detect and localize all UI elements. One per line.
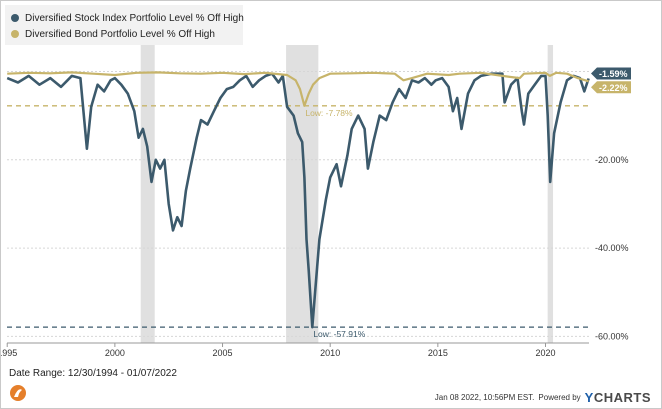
legend-item-bond[interactable]: Diversified Bond Portfolio Level % Off H…	[11, 27, 215, 41]
y-tick-label-2: -40.00%	[595, 243, 629, 253]
x-tick-label-1: 2000	[105, 348, 125, 358]
low-label-1: Low: -7.78%	[305, 108, 353, 118]
x-tick-label-5: 2020	[535, 348, 555, 358]
last-value-flag-1	[591, 81, 631, 94]
y-tick-label-1: -20.00%	[595, 155, 629, 165]
legend-label-bond: Diversified Bond Portfolio Level % Off H…	[25, 28, 215, 40]
last-value-label-0: -1.59%	[599, 69, 628, 79]
powered-by-text: Powered by	[538, 393, 581, 402]
low-label-0: Low: -57.91%	[313, 329, 365, 339]
chart-legend: Diversified Stock Index Portfolio Level …	[5, 5, 244, 45]
recession-shade-0	[140, 45, 155, 343]
series-line-0	[6, 72, 590, 329]
last-value-flag-0	[591, 67, 631, 80]
y-tick-label-3: -60.00%	[595, 331, 629, 341]
logo-icon	[10, 385, 26, 401]
last-value-label-1: -2.22%	[599, 83, 628, 93]
legend-swatch-bond	[11, 30, 19, 38]
series-line-1	[7, 71, 589, 107]
x-tick-label-2: 2005	[213, 348, 233, 358]
legend-item-stock[interactable]: Diversified Stock Index Portfolio Level …	[11, 11, 244, 25]
timestamp: Jan 08 2022, 10:56PM EST.	[434, 393, 535, 402]
x-tick-label-4: 2015	[428, 348, 448, 358]
ycharts-logo[interactable]: YCHARTS	[584, 390, 651, 405]
footer-attribution: Jan 08 2022, 10:56PM EST. Powered by YCH…	[435, 390, 651, 405]
date-range: Date Range: 12/30/1994 - 01/07/2022	[9, 368, 177, 379]
legend-swatch-stock	[11, 14, 19, 22]
x-tick-label-0: 1995	[1, 348, 17, 358]
recession-shade-2	[547, 45, 554, 343]
legend-label-stock: Diversified Stock Index Portfolio Level …	[25, 12, 244, 24]
x-tick-label-3: 2010	[320, 348, 340, 358]
